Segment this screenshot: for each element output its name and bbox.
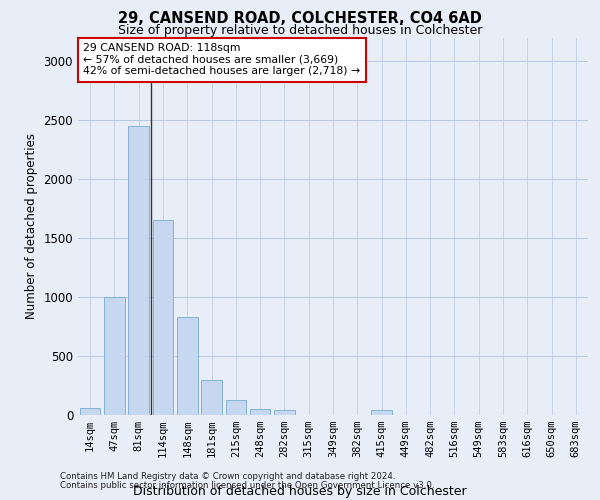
Bar bbox=[371, 410, 392, 415]
Bar bbox=[226, 400, 246, 415]
Text: 29, CANSEND ROAD, COLCHESTER, CO4 6AD: 29, CANSEND ROAD, COLCHESTER, CO4 6AD bbox=[118, 11, 482, 26]
Bar bbox=[274, 410, 295, 415]
Text: Distribution of detached houses by size in Colchester: Distribution of detached houses by size … bbox=[133, 486, 467, 498]
Bar bbox=[152, 220, 173, 415]
Bar bbox=[201, 380, 222, 415]
Text: Contains HM Land Registry data © Crown copyright and database right 2024.: Contains HM Land Registry data © Crown c… bbox=[60, 472, 395, 481]
Bar bbox=[104, 297, 125, 415]
Y-axis label: Number of detached properties: Number of detached properties bbox=[25, 133, 38, 320]
Text: 29 CANSEND ROAD: 118sqm
← 57% of detached houses are smaller (3,669)
42% of semi: 29 CANSEND ROAD: 118sqm ← 57% of detache… bbox=[83, 43, 360, 76]
Bar bbox=[128, 126, 149, 415]
Bar bbox=[250, 408, 271, 415]
Bar bbox=[177, 317, 197, 415]
Bar bbox=[80, 408, 100, 415]
Text: Contains public sector information licensed under the Open Government Licence v3: Contains public sector information licen… bbox=[60, 481, 434, 490]
Text: Size of property relative to detached houses in Colchester: Size of property relative to detached ho… bbox=[118, 24, 482, 37]
